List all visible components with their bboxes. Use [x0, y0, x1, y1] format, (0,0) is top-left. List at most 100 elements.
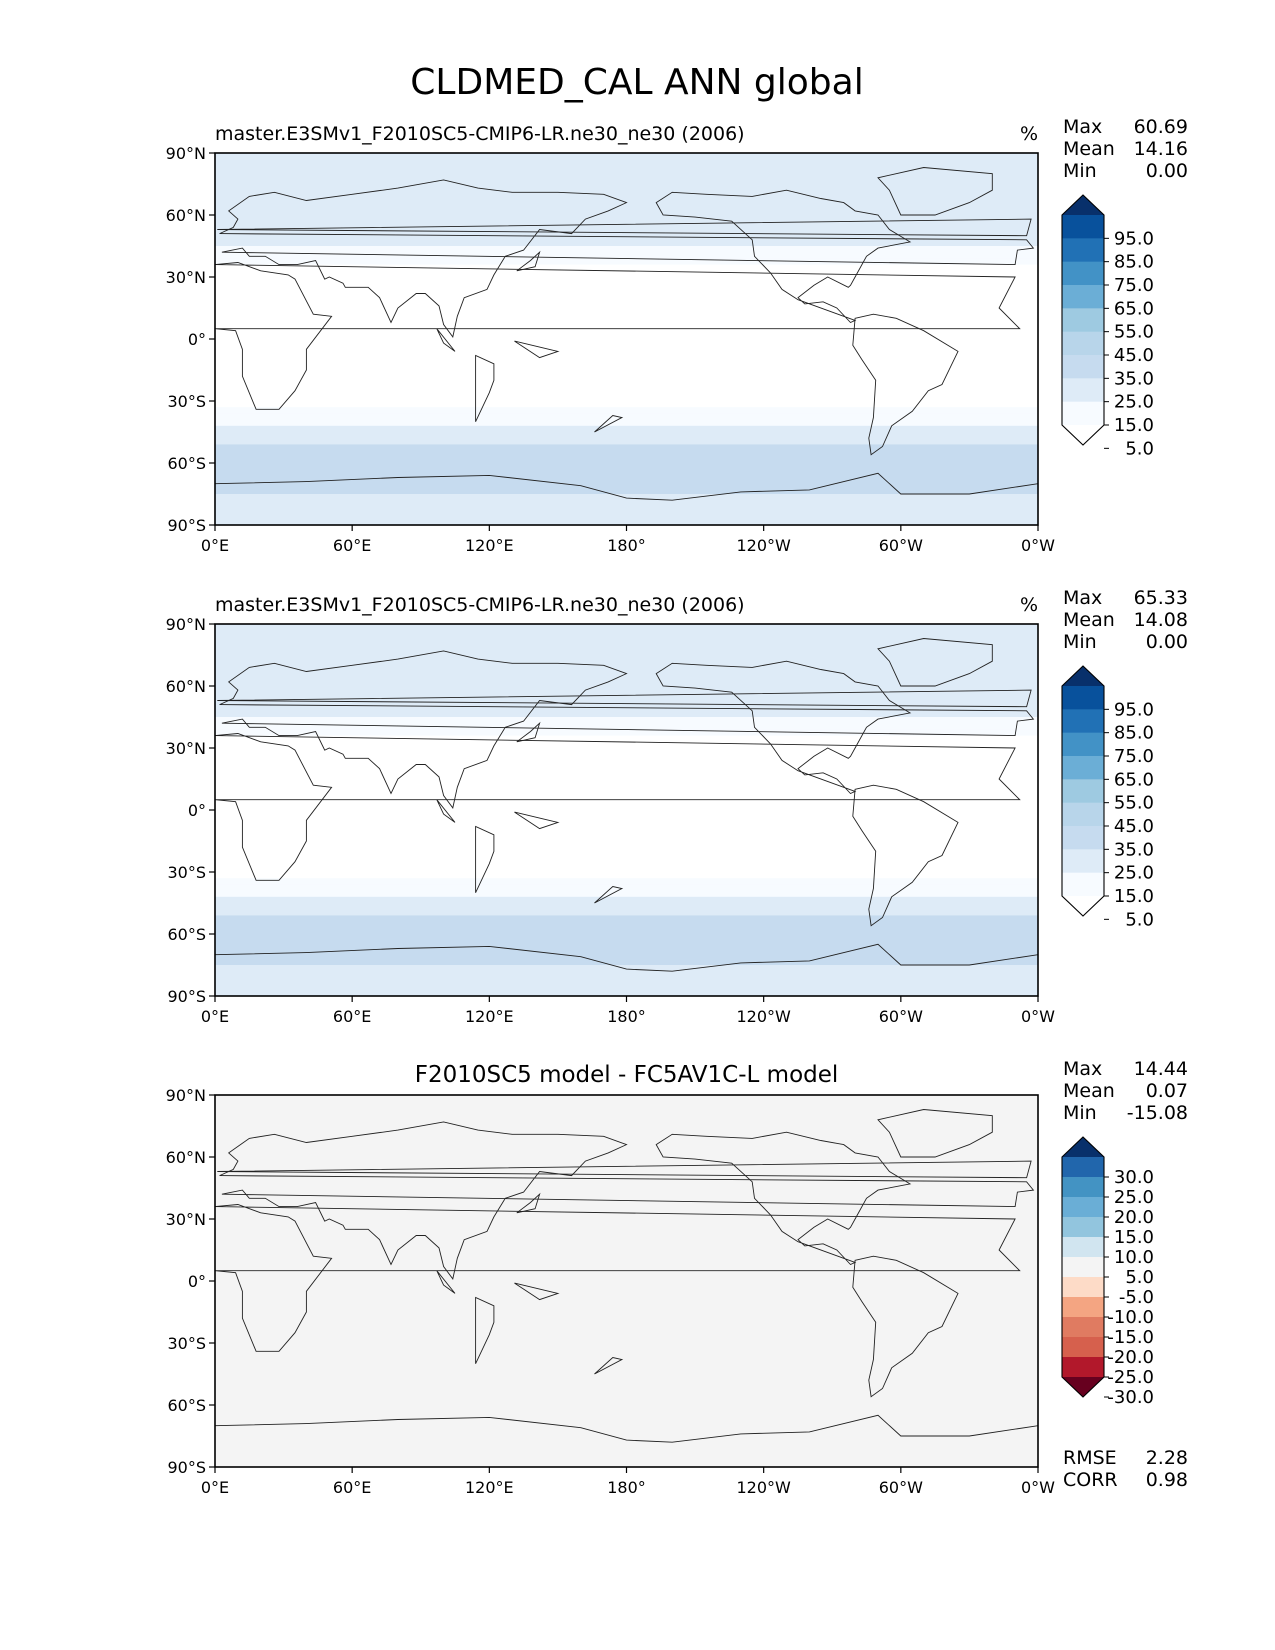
field-band [215, 1442, 1038, 1449]
coastline-4 [852, 313, 959, 456]
coastline-6 [215, 1414, 1038, 1467]
colorbar-segment [1062, 1237, 1104, 1258]
colorbar-tick-label: 35.0 [1114, 839, 1154, 860]
coastlines-layer [215, 638, 1038, 996]
field-band [215, 1318, 1038, 1325]
colorbar-tick-label: -10.0 [1107, 1307, 1154, 1328]
field-band [215, 469, 1038, 476]
y-tick-label: 90°S [167, 516, 206, 535]
colorbar-segment [1062, 709, 1104, 734]
colorbar-tick-label: 15.0 [1114, 886, 1154, 907]
field-band [215, 1324, 1038, 1332]
stat-value: 14.16 [1134, 138, 1188, 160]
y-tick-label: 90°N [166, 615, 206, 634]
field-band [215, 438, 1038, 445]
field-band [215, 1144, 1038, 1152]
field-band [215, 1101, 1038, 1108]
y-tick-label: 90°S [167, 1458, 206, 1477]
field-band [215, 1250, 1038, 1257]
stat-value: -15.08 [1127, 1102, 1188, 1124]
field-layer [215, 153, 1038, 525]
coastline-2 [475, 825, 495, 893]
field-band [215, 735, 1038, 743]
map-panel-difference: F2010SC5 model - FC5AV1C-L model 90°N 60°N… [166, 1058, 1188, 1497]
colorbar-tick-label: -30.0 [1107, 1387, 1154, 1408]
field-band [215, 1336, 1038, 1344]
field-band [215, 1157, 1038, 1164]
colorbar-tick-label: 55.0 [1114, 793, 1154, 814]
field-band [215, 376, 1038, 383]
field-band [215, 872, 1038, 879]
field-band [215, 766, 1038, 774]
coastline-9 [436, 328, 456, 352]
field-band [215, 1349, 1038, 1356]
x-tick-label: 120°E [465, 1478, 514, 1497]
colorbar-segment [1062, 849, 1104, 874]
field-band [215, 717, 1038, 724]
stat-label: Min [1063, 160, 1097, 182]
field-band [215, 642, 1038, 650]
field-band [215, 859, 1038, 867]
stat-value: 0.00 [1146, 631, 1188, 653]
field-band [215, 1411, 1038, 1418]
field-band [215, 425, 1038, 433]
field-band [215, 940, 1038, 947]
field-band [215, 512, 1038, 520]
field-band [215, 1188, 1038, 1195]
field-band [215, 1343, 1038, 1350]
map-panel-reference: master.E3SMv1_F2010SC5-CMIP6-LR.ne30_ne3… [166, 587, 1188, 1026]
x-tick-label: 120°W [736, 536, 791, 555]
field-band [215, 958, 1038, 966]
field-band [215, 463, 1038, 470]
coastline-3 [655, 189, 912, 324]
coastline-0 [215, 733, 1021, 881]
field-band [215, 853, 1038, 861]
field-band [215, 909, 1038, 916]
coastline-6 [215, 943, 1038, 996]
coastline-9 [436, 1270, 456, 1294]
colorbar-segment [1062, 285, 1104, 309]
colorbar-segment [1062, 1197, 1104, 1218]
field-band [215, 190, 1038, 197]
field-band [215, 661, 1038, 668]
colorbar-segment [1062, 215, 1104, 239]
coastline-9 [436, 799, 456, 823]
field-band [215, 965, 1038, 972]
field-band [215, 648, 1038, 656]
colorbar-extend-bottom [1062, 425, 1104, 445]
colorbar-tick-label: 25.0 [1114, 1187, 1154, 1208]
field-band [215, 506, 1038, 514]
field-band [215, 165, 1038, 173]
y-tick-label: 30°S [167, 863, 206, 882]
field-band [215, 686, 1038, 693]
colorbar-tick-label: -20.0 [1107, 1347, 1154, 1368]
metric-label: CORR [1063, 1469, 1118, 1491]
x-tick-label: 60°E [333, 1478, 371, 1497]
x-tick-label: 60°W [879, 536, 923, 555]
colorbar-segment [1062, 686, 1104, 710]
colorbar-tick-label: -15.0 [1107, 1327, 1154, 1348]
x-tick-label: 60°E [333, 536, 371, 555]
y-tick-label: 90°N [166, 144, 206, 163]
coastline-11 [594, 886, 624, 904]
coastline-5 [877, 1109, 993, 1158]
field-band [215, 884, 1038, 892]
colorbar-tick-label: 95.0 [1114, 699, 1154, 720]
field-band [215, 184, 1038, 191]
field-band [215, 1367, 1038, 1375]
colorbar-segment [1062, 1257, 1104, 1278]
field-band [215, 952, 1038, 960]
field-band [215, 729, 1038, 737]
x-tick-label: 60°W [879, 1007, 923, 1026]
field-band [215, 339, 1038, 346]
coastline-0 [215, 262, 1021, 410]
x-tick-label: 120°E [465, 536, 514, 555]
field-band [215, 1113, 1038, 1121]
field-band [215, 494, 1038, 501]
field-band [215, 1107, 1038, 1115]
field-band [215, 636, 1038, 644]
field-band [215, 1126, 1038, 1133]
field-band [215, 822, 1038, 830]
field-band [215, 481, 1038, 489]
field-band [215, 1287, 1038, 1294]
